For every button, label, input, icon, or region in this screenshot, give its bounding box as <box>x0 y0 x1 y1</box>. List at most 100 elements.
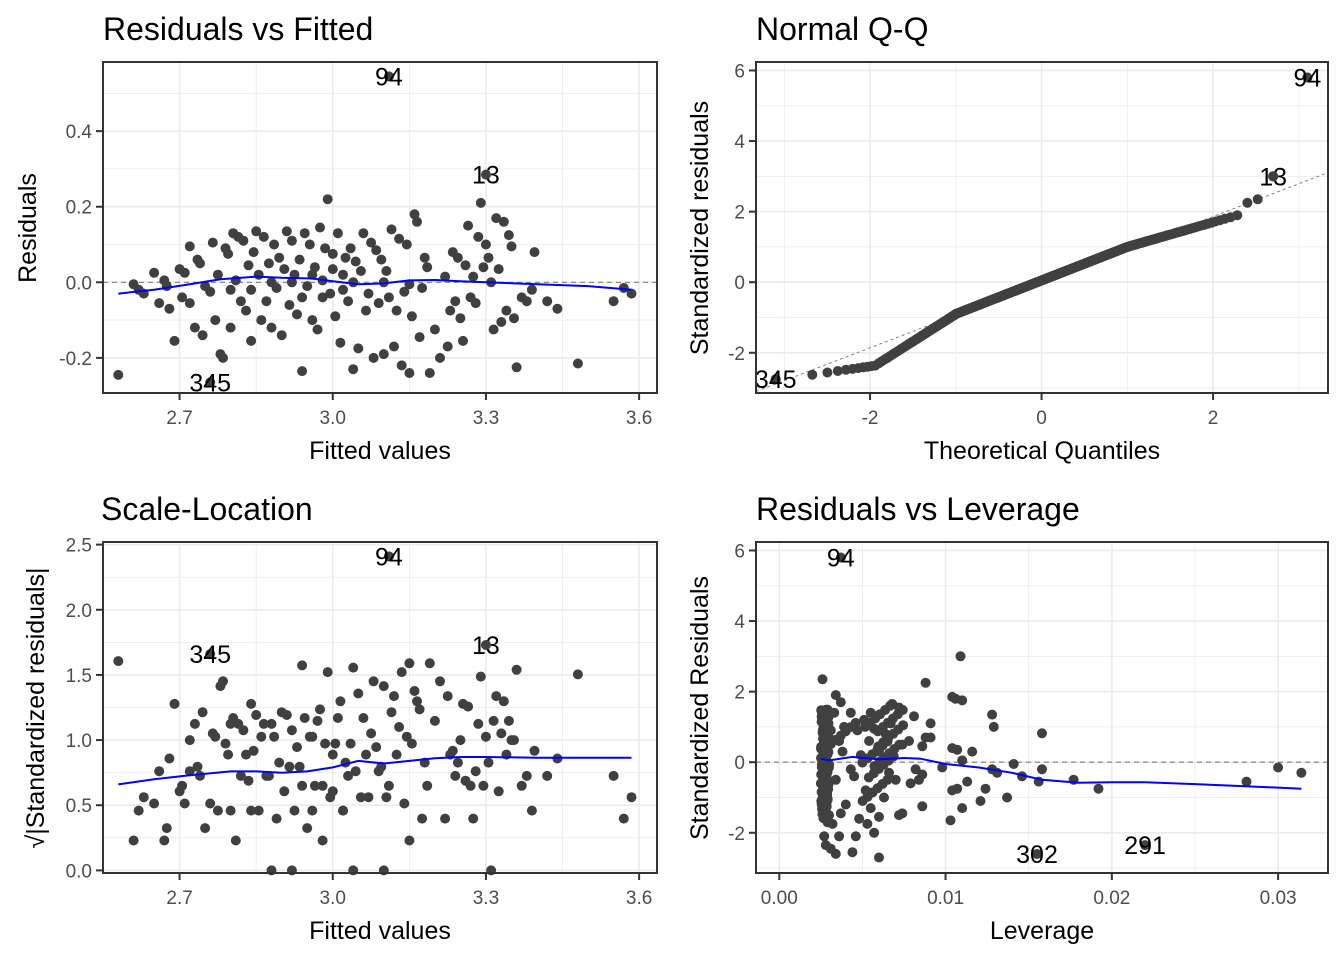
outlier-label: 13 <box>472 162 500 190</box>
data-point <box>189 322 200 333</box>
data-point <box>378 349 389 360</box>
data-point <box>498 696 509 707</box>
y-tick-label: 6 <box>734 61 745 82</box>
data-point <box>353 688 364 699</box>
data-point <box>253 269 264 280</box>
data-point <box>241 305 251 316</box>
x-axis-title: Leverage <box>990 917 1094 945</box>
outlier-point <box>835 552 846 563</box>
data-point <box>154 766 165 777</box>
data-point <box>404 658 415 669</box>
x-tick-label: 3.6 <box>626 888 652 909</box>
outlier-point <box>205 377 216 388</box>
data-point <box>238 725 249 736</box>
axes: 2.7 3.0 3.3 3.6 -0.2 0.0 0.2 0.4 <box>59 122 652 429</box>
data-point <box>542 296 553 307</box>
data-point <box>401 731 412 742</box>
data-point <box>874 852 884 863</box>
outlier-label: 291 <box>1124 832 1166 860</box>
data-point <box>401 239 412 250</box>
data-point <box>412 696 422 707</box>
data-point <box>987 709 998 720</box>
data-point <box>890 774 901 785</box>
data-point <box>225 322 236 333</box>
data-point <box>332 713 343 723</box>
data-point <box>220 738 231 749</box>
data-point <box>164 303 175 314</box>
outlier-point <box>480 639 491 650</box>
panel-normal-qq: Normal Q-Q 94 13 345 -2 0 2 -2 0 2 4 6 Theoretica… <box>686 11 1329 465</box>
data-point <box>304 239 315 250</box>
y-tick-label: 0.0 <box>66 273 92 294</box>
x-axis-title: Fitted values <box>309 917 451 945</box>
loess-smooth-line <box>118 275 632 295</box>
data-point <box>822 749 833 760</box>
data-point <box>406 311 417 322</box>
data-point <box>882 774 893 785</box>
data-point <box>618 813 629 824</box>
data-point <box>241 749 251 760</box>
data-point <box>501 305 512 316</box>
outlier-point <box>1032 848 1043 859</box>
data-point <box>159 835 170 846</box>
data-point <box>376 254 387 265</box>
data-point <box>854 813 865 824</box>
data-point <box>315 222 325 233</box>
data-point <box>212 269 223 280</box>
panel-title: Scale-Location <box>101 491 313 527</box>
data-point <box>164 753 175 764</box>
data-point <box>248 247 259 258</box>
y-tick-label: 6 <box>734 541 745 562</box>
data-point <box>503 715 514 726</box>
data-point <box>835 808 846 819</box>
data-point <box>320 738 331 749</box>
data-point <box>429 324 440 335</box>
outlier-point <box>383 551 394 562</box>
data-point <box>235 770 246 781</box>
data-point <box>332 228 343 239</box>
grid <box>102 62 657 393</box>
plot-background <box>103 62 657 393</box>
data-point <box>345 243 356 254</box>
outlier-point <box>1140 840 1151 851</box>
data-point <box>424 658 435 669</box>
data-point <box>498 216 509 227</box>
data-point <box>138 792 149 803</box>
data-point <box>248 745 259 756</box>
data-point <box>279 264 290 275</box>
data-point <box>473 718 484 729</box>
data-point <box>898 720 909 731</box>
data-point <box>458 335 468 346</box>
data-point <box>358 713 369 723</box>
data-point <box>463 220 474 231</box>
data-point <box>818 785 829 796</box>
data-point <box>281 710 292 720</box>
data-point <box>440 271 451 282</box>
data-point <box>251 226 262 237</box>
data-point <box>455 313 466 324</box>
data-point <box>320 243 331 254</box>
y-tick-label: 0.5 <box>66 796 92 817</box>
data-point <box>957 755 968 766</box>
data-point <box>496 728 507 739</box>
outlier-label: 94 <box>375 63 403 91</box>
data-point <box>389 691 399 702</box>
data-point <box>246 698 257 709</box>
data-point <box>184 766 195 777</box>
data-point <box>435 352 445 363</box>
data-point <box>284 300 295 310</box>
data-point <box>516 780 527 791</box>
data-point <box>473 231 484 242</box>
data-point <box>169 335 180 346</box>
x-tick-label: 2.7 <box>166 888 192 909</box>
data-point <box>315 704 325 715</box>
data-point <box>297 660 308 671</box>
data-point <box>509 313 519 324</box>
data-point <box>294 254 305 265</box>
y-tick-label: 0 <box>734 273 745 294</box>
data-point <box>478 780 489 791</box>
data-point <box>292 742 302 753</box>
data-point <box>626 792 637 803</box>
